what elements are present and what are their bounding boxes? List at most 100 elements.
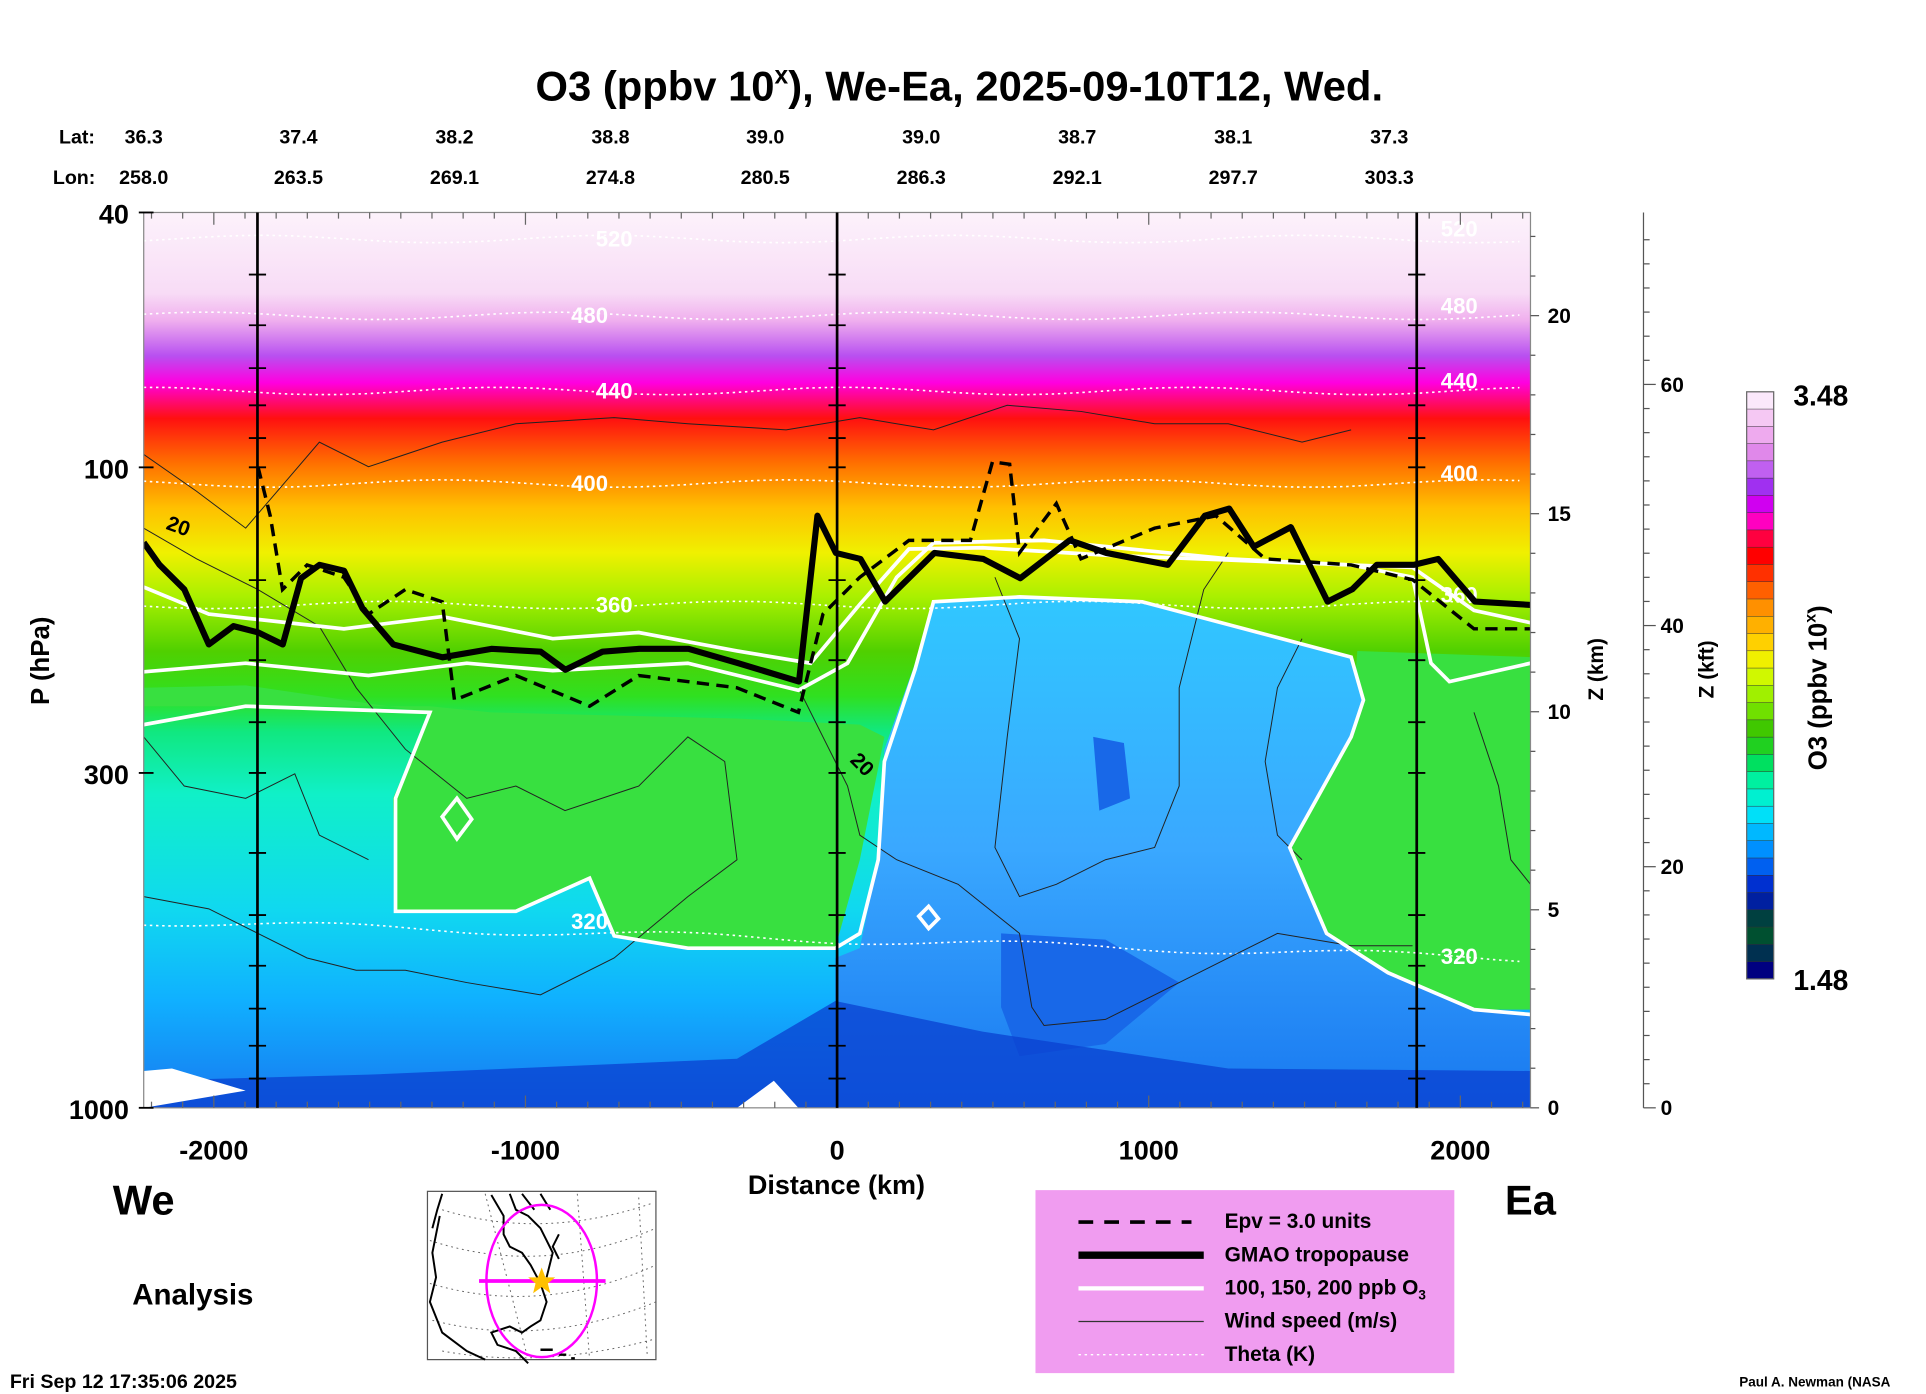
theta-label: 320 — [571, 909, 608, 934]
colorbar-swatch — [1746, 616, 1774, 635]
theta-label: 520 — [1441, 217, 1478, 242]
y-tick-label: 100 — [84, 454, 129, 484]
y-tick-label: 1000 — [69, 1095, 129, 1125]
colorbar-swatch — [1746, 495, 1774, 514]
map-graticule — [429, 1193, 657, 1360]
lat-value: 39.0 — [746, 127, 784, 149]
wind-contour — [994, 552, 1229, 898]
z-km-tick-label: 0 — [1548, 1097, 1560, 1120]
theta-label: 480 — [571, 303, 608, 328]
colorbar — [1746, 391, 1775, 980]
colorbar-swatch — [1746, 858, 1774, 876]
x-tick-label: 1000 — [1119, 1135, 1179, 1165]
wind-contour — [143, 736, 369, 861]
colorbar-swatch — [1746, 426, 1774, 445]
colorbar-swatch — [1746, 909, 1774, 928]
colorbar-swatch — [1746, 650, 1774, 669]
credit: Paul A. Newman (NASA — [1739, 1375, 1890, 1390]
x-tick-label: 2000 — [1430, 1135, 1490, 1165]
x-tick-label: -1000 — [491, 1135, 560, 1165]
colorbar-swatch — [1746, 875, 1774, 894]
ozone-contours — [143, 538, 1531, 1017]
theta-label: 400 — [1441, 461, 1478, 486]
lat-value: 38.1 — [1214, 127, 1252, 149]
colorbar-swatch — [1746, 668, 1774, 686]
colorbar-max-label: 3.48 — [1793, 379, 1848, 411]
lon-value: 297.7 — [1209, 167, 1258, 189]
lon-value: 292.1 — [1053, 167, 1102, 189]
field-blue-patch — [1093, 736, 1131, 811]
wind-contour — [143, 404, 1352, 529]
z-kft-axis-label: Z (kft) — [1696, 640, 1719, 698]
y-axis-label: P (hPa) — [27, 617, 55, 705]
legend-label: GMAO tropopause — [1225, 1243, 1409, 1266]
colorbar-swatch — [1746, 702, 1774, 721]
theta-label: 400 — [571, 471, 608, 496]
colorbar-swatch — [1746, 806, 1774, 825]
lat-lon-labels: Lat: Lon: 36.3 37.4 38.2 38.8 39.0 39.0 38.7 38… — [53, 127, 1414, 190]
lon-value: 274.8 — [586, 167, 635, 189]
z-kft-tick-label: 20 — [1661, 856, 1684, 879]
z-kft-tick-label: 0 — [1661, 1097, 1673, 1120]
colorbar-swatch — [1746, 547, 1774, 566]
east-label: Ea — [1505, 1177, 1557, 1224]
x-axis-label: Distance (km) — [748, 1170, 925, 1200]
colorbar-swatch — [1746, 927, 1774, 945]
lat-value: 37.3 — [1370, 127, 1408, 149]
wind-contour — [797, 687, 1413, 1027]
colorbar-label: O3 (ppbv 10x) — [1802, 605, 1832, 770]
lon-value: 280.5 — [741, 167, 790, 189]
lon-value: 258.0 — [119, 167, 168, 189]
colorbar-swatch — [1746, 771, 1774, 790]
y-tick-label: 40 — [99, 200, 129, 230]
lon-value: 303.3 — [1365, 167, 1414, 189]
inset-map — [426, 1190, 657, 1364]
z-kft-tick-label: 60 — [1661, 374, 1684, 397]
colorbar-swatch — [1746, 529, 1774, 548]
analysis-label: Analysis — [132, 1278, 253, 1311]
lat-row-label: Lat: — [59, 127, 95, 149]
colorbar-swatch — [1746, 581, 1774, 600]
colorbar-swatch — [1746, 443, 1774, 462]
theta-label: 440 — [596, 378, 633, 403]
lon-value: 263.5 — [274, 167, 323, 189]
colorbar-swatch — [1746, 460, 1774, 479]
colorbar-swatch — [1746, 823, 1774, 842]
theta-label: 320 — [1441, 944, 1478, 969]
tropopause-line — [143, 505, 1531, 685]
wind-speed-contours — [143, 404, 1531, 1027]
legend-label: Wind speed (m/s) — [1225, 1310, 1398, 1333]
map-center-star-icon — [528, 1267, 556, 1294]
colorbar-swatch — [1746, 754, 1774, 773]
colorbar-swatch — [1746, 478, 1774, 497]
z-km-tick-label: 15 — [1548, 503, 1572, 526]
colorbar-swatch — [1746, 788, 1774, 807]
west-label: We — [113, 1177, 175, 1224]
wind-contour — [1473, 712, 1531, 885]
theta-contour — [143, 311, 1520, 321]
colorbar-swatch — [1746, 737, 1774, 756]
colorbar-swatch — [1746, 719, 1774, 738]
lat-value: 37.4 — [279, 127, 317, 149]
lon-value: 269.1 — [430, 167, 479, 189]
z-km-tick-label: 20 — [1548, 305, 1571, 328]
z-km-tick-label: 10 — [1548, 701, 1571, 724]
ozone-contour-closed — [439, 795, 941, 932]
ozone-contour-150ppb — [143, 538, 1531, 693]
theta-label: 480 — [1441, 293, 1478, 318]
timestamp: Fri Sep 12 17:35:06 2025 — [10, 1371, 237, 1393]
colorbar-swatch — [1746, 564, 1774, 583]
z-kft-tick-label: 40 — [1661, 615, 1684, 638]
lon-row-label: Lon: — [53, 167, 96, 189]
x-tick-label: 0 — [830, 1135, 845, 1165]
colorbar-swatch — [1746, 512, 1774, 531]
z-km-axis-label: Z (km) — [1585, 638, 1608, 701]
legend: Epv = 3.0 units GMAO tropopause 100, 150… — [1035, 1190, 1455, 1374]
ozone-contour-100ppb — [143, 595, 1531, 1017]
theta-contour — [143, 234, 1520, 244]
wind-contour — [143, 527, 738, 996]
wind-contour — [1264, 638, 1303, 861]
axes: -2000 -1000 0 1000 2000 40 100 300 1000 0 5 10 15 20 0… — [69, 200, 1684, 1166]
theta-label: 520 — [596, 226, 633, 251]
field-green-west — [143, 685, 885, 949]
